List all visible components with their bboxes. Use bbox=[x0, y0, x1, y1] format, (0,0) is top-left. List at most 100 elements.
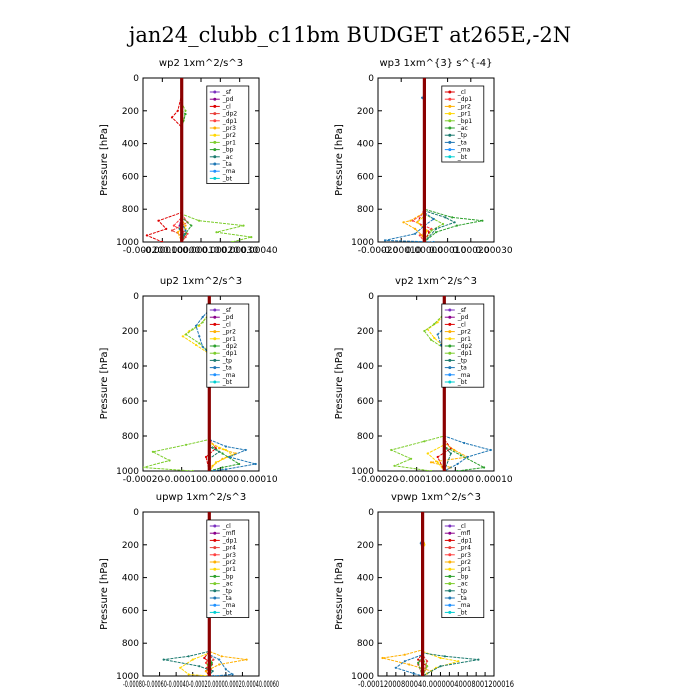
data-point bbox=[184, 109, 187, 112]
y-tick-label: 800 bbox=[122, 432, 139, 442]
data-point bbox=[429, 338, 433, 341]
data-point bbox=[215, 231, 218, 234]
chart-panel-4: vp2 1xm^2/s^3 0 200 400 600 800 1000 Pressure [… bbox=[334, 276, 513, 485]
data-point bbox=[430, 229, 433, 232]
data-point bbox=[381, 656, 384, 660]
data-point bbox=[414, 232, 417, 235]
legend-marker bbox=[213, 337, 217, 341]
x-tick-label: 0.00000 bbox=[202, 475, 239, 485]
y-tick-label: 0 bbox=[133, 74, 139, 84]
data-point bbox=[439, 656, 442, 660]
y-tick-label: 1000 bbox=[116, 467, 139, 477]
data-point bbox=[165, 227, 168, 230]
legend-label: _ma bbox=[222, 602, 236, 609]
chart-panel-6: vpwp 1xm^2/s^3 0 200 400 600 800 1000 Pressure … bbox=[334, 492, 514, 690]
y-tick-label: 400 bbox=[122, 140, 139, 150]
legend-label: _ac bbox=[222, 154, 233, 161]
legend-label: _pr1 bbox=[457, 336, 471, 343]
data-point bbox=[417, 658, 420, 661]
x-tick-label: 0.00020 bbox=[202, 246, 239, 256]
data-point bbox=[238, 462, 241, 466]
data-point bbox=[449, 452, 452, 455]
legend-label: _pr1 bbox=[457, 566, 471, 573]
chart-panel-3: up2 1xm^2/s^3 0 200 400 600 800 1000 Pressure [… bbox=[99, 276, 278, 485]
y-tick-label: 1000 bbox=[116, 672, 139, 682]
data-point bbox=[198, 219, 201, 222]
data-point bbox=[212, 658, 215, 661]
data-point bbox=[191, 469, 194, 471]
chart-panel-2: wp3 1xm^{3} s^{-4} 0 200 400 600 800 1000 Press… bbox=[334, 58, 513, 256]
panel-title: up2 1xm^2/s^3 bbox=[160, 276, 242, 287]
data-point bbox=[194, 324, 198, 327]
data-point bbox=[161, 240, 164, 242]
legend-label: _ac bbox=[222, 581, 233, 588]
series-line-bp1 bbox=[423, 78, 445, 242]
legend-marker bbox=[448, 574, 452, 578]
y-tick-label: 800 bbox=[357, 432, 374, 442]
legend-marker bbox=[213, 169, 217, 173]
legend-marker bbox=[213, 560, 217, 564]
data-point bbox=[224, 668, 227, 671]
y-tick-label: 400 bbox=[357, 362, 374, 372]
data-point bbox=[204, 670, 208, 673]
data-point bbox=[211, 670, 214, 673]
y-tick-label: 0 bbox=[133, 508, 139, 518]
legend-marker bbox=[448, 90, 452, 94]
data-point bbox=[218, 450, 221, 453]
legend-marker bbox=[213, 567, 217, 571]
x-tick-label: -0.00010 bbox=[381, 246, 422, 256]
data-point bbox=[393, 464, 396, 467]
data-point bbox=[184, 113, 187, 116]
legend-label: _dp2 bbox=[222, 343, 238, 350]
legend-label: _pr4 bbox=[457, 545, 471, 552]
data-point bbox=[162, 658, 165, 661]
y-tick-label: 0 bbox=[133, 292, 139, 302]
x-tick-label: 0.00010 bbox=[182, 246, 219, 256]
legend-marker bbox=[448, 531, 452, 535]
data-point bbox=[204, 455, 208, 459]
legend-label: _pd bbox=[457, 314, 469, 321]
series-group bbox=[383, 78, 484, 242]
series-line-ta bbox=[384, 78, 435, 242]
series-line-dp1 bbox=[389, 296, 445, 471]
legend-marker bbox=[213, 148, 217, 152]
axes-frame bbox=[377, 295, 495, 472]
legend-marker bbox=[448, 380, 452, 384]
data-point bbox=[436, 321, 439, 324]
legend-marker bbox=[213, 133, 217, 137]
legend-label: _bt bbox=[457, 154, 468, 161]
axes-frame bbox=[377, 511, 495, 677]
legend-marker bbox=[448, 610, 452, 614]
data-point bbox=[429, 461, 433, 464]
legend-label: _cl bbox=[222, 523, 231, 530]
data-point bbox=[218, 658, 221, 661]
legend-marker bbox=[213, 574, 217, 578]
legend-label: _ta bbox=[457, 595, 467, 602]
legend-label: _cl bbox=[457, 89, 466, 96]
legend-marker bbox=[213, 603, 217, 607]
legend-label: _dp1 bbox=[222, 350, 238, 357]
legend-label: _ta bbox=[222, 365, 232, 372]
legend-label: _dp2 bbox=[222, 111, 238, 118]
legend-label: _bt bbox=[222, 175, 233, 182]
data-point bbox=[436, 333, 439, 336]
legend-marker bbox=[448, 553, 452, 557]
legend-marker bbox=[213, 140, 217, 144]
axes-frame bbox=[142, 511, 260, 677]
legend-label: _mfl bbox=[222, 530, 236, 537]
legend-label: _ma bbox=[222, 372, 236, 379]
data-point bbox=[453, 221, 456, 224]
data-point bbox=[224, 445, 227, 448]
legend-marker bbox=[213, 531, 217, 535]
data-point bbox=[190, 224, 193, 227]
data-point bbox=[426, 452, 429, 455]
legend-label: _dp1 bbox=[457, 537, 473, 544]
data-point bbox=[176, 231, 179, 234]
data-point bbox=[409, 219, 412, 222]
data-point bbox=[172, 224, 175, 227]
data-point bbox=[481, 219, 484, 222]
axes-frame bbox=[377, 77, 495, 243]
data-point bbox=[185, 333, 188, 336]
data-point bbox=[451, 216, 454, 219]
series-line-cl bbox=[145, 78, 183, 242]
